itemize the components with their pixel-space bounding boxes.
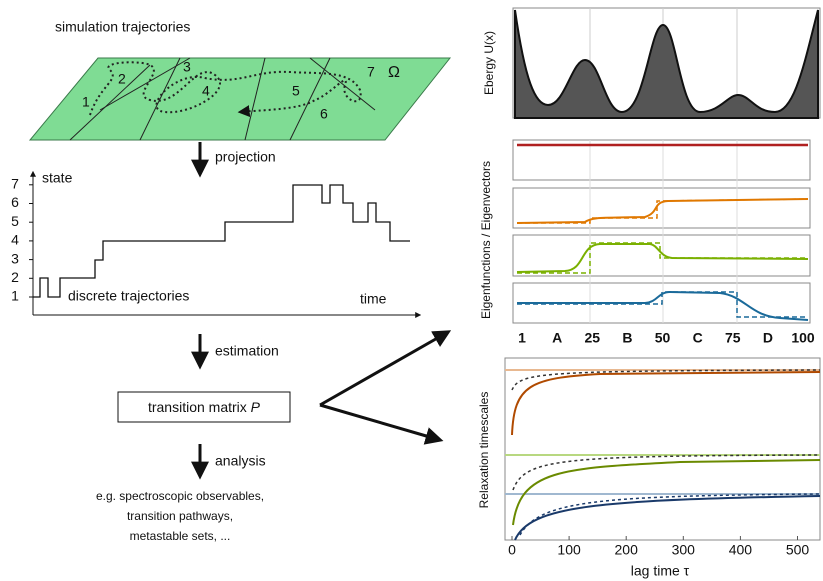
branch-arrow [319,403,444,445]
timescale-1-reference [511,369,821,391]
relax-x-label: lag time τ [631,563,690,579]
x-tick-label: 300 [672,542,696,558]
x-label: 1 [518,330,526,346]
relax-y-label: Relaxation timescales [477,392,491,509]
caption: discrete trajectories [68,288,189,304]
eigenvector-3-estimate [517,242,808,274]
state-space [28,57,452,141]
y-tick-label: 6 [11,194,19,210]
x-label: 75 [725,330,741,346]
axis-label: state [42,170,73,186]
title: simulation trajectories [55,19,190,35]
branch-arrow [319,330,452,407]
y-tick-label: 4 [11,232,19,248]
timescale-3 [514,495,821,541]
energy-label: Ebergy U(x) [482,31,496,95]
x-tick-label: 100 [557,542,581,558]
y-tick-label: 1 [11,288,19,304]
state-number: 3 [183,59,191,75]
eigenvector-2-estimate [517,198,809,224]
state-number: 4 [202,83,210,99]
x-tick-label: 400 [729,542,753,558]
x-label: D [763,330,773,346]
timescale-3-reference [519,493,821,536]
x-label: C [693,330,703,346]
state-number: 5 [292,83,300,99]
y-tick-label: 5 [11,213,19,229]
y-tick-label: 3 [11,250,19,266]
x-tick-label: 0 [508,542,516,558]
x-label: B [622,330,632,346]
analysis-text: metastable sets, ... [130,529,231,543]
step-label: analysis [215,453,266,469]
x-label: A [552,330,562,346]
y-tick-label: 2 [11,269,19,285]
state-number: 6 [320,106,328,122]
timescale-2-reference [512,454,821,491]
axis-label: time [360,291,387,307]
energy-curve [514,9,819,119]
x-label: 100 [791,330,815,346]
partition-lines [69,57,376,141]
eigenvector-4 [517,290,809,321]
matrix-symbol: P [251,399,261,415]
x-label: 50 [655,330,671,346]
step-label: estimation [215,343,279,359]
eigenvector-3 [516,243,809,273]
state-number: 2 [118,71,126,87]
right-panel: Ebergy U(x) 1 A 25 B 50 C 75 D 100 Eigenfunction… [477,7,821,579]
discrete-trajectory [33,184,410,298]
relax-frame [504,357,821,541]
eigen-label: Eigenfunctions / Eigenvectors [479,161,493,319]
left-panel: simulation trajectories 1 2 3 4 5 6 7 Ω … [11,19,452,543]
matrix-text: transition matrix [148,399,247,415]
timescale-2 [512,459,821,526]
x-tick-label: 200 [615,542,639,558]
state-number: 7 [367,64,375,80]
analysis-text: transition pathways, [127,509,233,523]
state-number: 1 [82,94,90,110]
matrix-box [117,391,291,423]
matrix-label: transition matrix P [148,399,261,415]
step-label: projection [215,149,276,165]
x-tick-label: 500 [786,542,810,558]
analysis-text: e.g. spectroscopic observables, [96,489,264,503]
omega: Ω [388,64,400,81]
timescale-1 [511,371,821,436]
y-tick-label: 7 [11,176,19,192]
x-label: 25 [584,330,600,346]
eigenvector-4-estimate [517,291,808,318]
